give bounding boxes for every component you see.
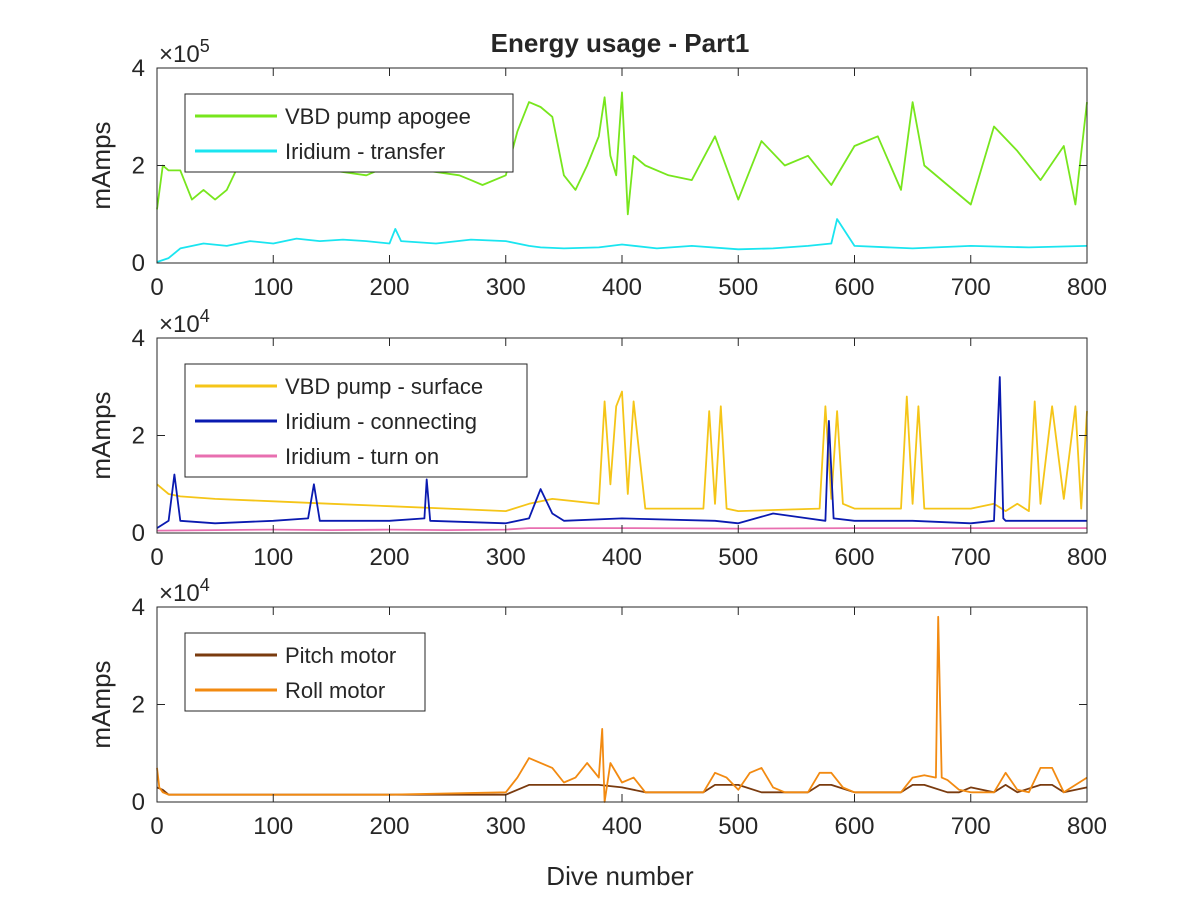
y-tick-label: 2 — [132, 692, 145, 719]
legend-box — [184, 632, 426, 712]
legend-label: Iridium - transfer — [285, 139, 445, 164]
x-tick-label: 700 — [951, 813, 991, 840]
y-tick-label: 4 — [132, 594, 145, 621]
y-tick-label: 4 — [132, 55, 145, 82]
y-tick-label: 2 — [132, 153, 145, 180]
x-tick-label: 300 — [486, 813, 526, 840]
y-tick-label: 2 — [132, 423, 145, 450]
series-line-iridium-connecting — [156, 376, 1087, 529]
series-line-roll-motor — [156, 615, 1088, 803]
y-axis-label: mAmps — [86, 391, 116, 479]
x-tick-label: 400 — [602, 274, 642, 301]
legend-label: Iridium - turn on — [285, 444, 439, 469]
legend-box — [184, 93, 514, 173]
x-tick-label: 700 — [951, 274, 991, 301]
series-line-vbd-pump-surface — [156, 390, 1088, 512]
y-exponent-label: ×104 — [159, 306, 210, 338]
x-tick-label: 100 — [253, 274, 293, 301]
y-tick-label: 0 — [132, 520, 145, 547]
legend-label: Roll motor — [285, 678, 385, 703]
x-tick-label: 200 — [369, 544, 409, 571]
x-tick-label: 400 — [602, 544, 642, 571]
x-tick-label: 800 — [1067, 544, 1107, 571]
y-tick-label: 4 — [132, 325, 145, 352]
y-exponent-power: 4 — [200, 575, 210, 595]
x-tick-label: 300 — [486, 544, 526, 571]
x-tick-label: 400 — [602, 813, 642, 840]
y-axis-label: mAmps — [86, 121, 116, 209]
x-tick-label: 500 — [718, 813, 758, 840]
x-tick-label: 200 — [369, 813, 409, 840]
series-line-iridium-transfer — [156, 218, 1088, 263]
x-tick-label: 800 — [1067, 274, 1107, 301]
x-tick-label: 0 — [150, 813, 163, 840]
x-tick-label: 500 — [718, 274, 758, 301]
y-tick-label: 0 — [132, 789, 145, 816]
legend-label: VBD pump apogee — [285, 104, 471, 129]
y-exponent-power: 5 — [200, 36, 210, 56]
x-tick-label: 600 — [834, 544, 874, 571]
legend-label: Iridium - connecting — [285, 409, 477, 434]
y-exponent-power: 4 — [200, 306, 210, 326]
x-tick-label: 700 — [951, 544, 991, 571]
series-line-pitch-motor — [156, 784, 1088, 796]
x-tick-label: 800 — [1067, 813, 1107, 840]
x-tick-label: 300 — [486, 274, 526, 301]
panel-bottom: 0 100 200 300 400 500 600 700 800024×104mAmpsPit… — [86, 575, 1107, 840]
y-axis-label: mAmps — [86, 660, 116, 748]
legend-label: VBD pump - surface — [285, 374, 483, 399]
x-tick-label: 0 — [150, 274, 163, 301]
legend-label: Pitch motor — [285, 643, 396, 668]
x-axis-label: Dive number — [546, 861, 694, 891]
y-tick-label: 0 — [132, 250, 145, 277]
x-tick-label: 600 — [834, 813, 874, 840]
panel-middle: 0 100 200 300 400 500 600 700 800024×104mAmpsVBD… — [86, 306, 1107, 571]
panel-top: 0 100 200 300 400 500 600 700 800024×105mAmpsVBD… — [86, 36, 1107, 301]
x-tick-label: 100 — [253, 544, 293, 571]
x-tick-label: 200 — [369, 274, 409, 301]
x-tick-label: 0 — [150, 544, 163, 571]
x-tick-label: 100 — [253, 813, 293, 840]
chart-title: Energy usage - Part1 — [491, 28, 750, 58]
x-tick-label: 600 — [834, 274, 874, 301]
x-tick-label: 500 — [718, 544, 758, 571]
